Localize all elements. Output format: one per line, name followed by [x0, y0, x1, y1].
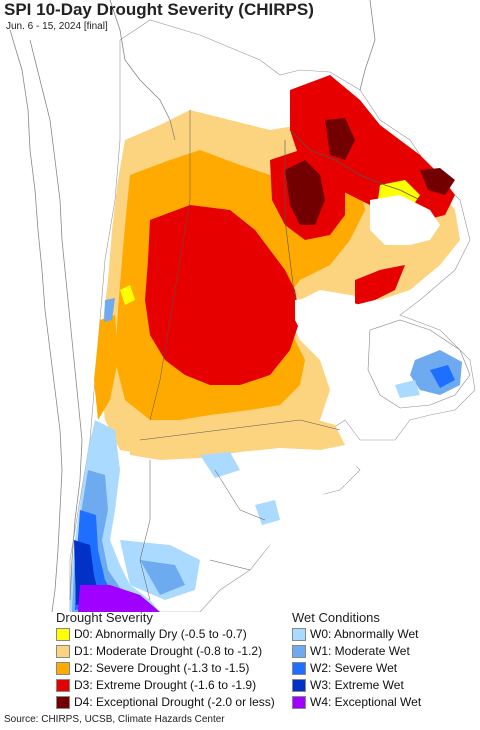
legend-item-w2: W2: Severe Wet [292, 660, 397, 676]
legend-swatch-d2 [56, 661, 70, 675]
legend-label-d1: D1: Moderate Drought (-0.8 to -1.2) [74, 644, 263, 658]
legend-label-w4: W4: Exceptional Wet [310, 695, 422, 709]
legend-label-w3: W3: Extreme Wet [310, 678, 404, 692]
legend-swatch-d1 [56, 644, 70, 658]
legend-item-d0: D0: Abnormally Dry (-0.5 to -0.7) [56, 626, 247, 642]
legend-item-d3: D3: Extreme Drought (-1.6 to -1.9) [56, 677, 256, 693]
drought-map [9, 0, 476, 612]
legend-label-w1: W1: Moderate Wet [310, 644, 410, 658]
drought-legend-heading: Drought Severity [56, 610, 153, 625]
legend-item-w3: W3: Extreme Wet [292, 677, 404, 693]
legend-item-w4: W4: Exceptional Wet [292, 694, 421, 710]
legend-item-w1: W1: Moderate Wet [292, 643, 410, 659]
wet-legend-heading: Wet Conditions [292, 610, 380, 625]
legend-swatch-w1 [292, 644, 306, 658]
legend-swatch-d4 [56, 695, 70, 709]
legend-label-d3: D3: Extreme Drought (-1.6 to -1.9) [74, 678, 257, 692]
legend-label-d4: D4: Exceptional Drought (-2.0 or less) [74, 695, 275, 709]
legend-item-d1: D1: Moderate Drought (-0.8 to -1.2) [56, 643, 262, 659]
legend-label-w0: W0: Abnormally Wet [310, 627, 419, 641]
legend-item-w0: W0: Abnormally Wet [292, 626, 418, 642]
legend-swatch-w0 [292, 627, 306, 641]
legend-swatch-w2 [292, 661, 306, 675]
legend-item-d2: D2: Severe Drought (-1.3 to -1.5) [56, 660, 249, 676]
map-subtitle: Jun. 6 - 15, 2024 [final] [6, 21, 108, 32]
legend-swatch-d0 [56, 627, 70, 641]
legend-swatch-w3 [292, 678, 306, 692]
legend-swatch-w4 [292, 695, 306, 709]
legend-label-d2: D2: Severe Drought (-1.3 to -1.5) [74, 661, 250, 675]
legend-label-d0: D0: Abnormally Dry (-0.5 to -0.7) [74, 627, 247, 641]
map-title: SPI 10-Day Drought Severity (CHIRPS) [4, 0, 314, 19]
source-credit: Source: CHIRPS, UCSB, Climate Hazards Ce… [4, 714, 225, 725]
legend-item-d4: D4: Exceptional Drought (-2.0 or less) [56, 694, 275, 710]
legend-label-w2: W2: Severe Wet [310, 661, 398, 675]
legend-swatch-d3 [56, 678, 70, 692]
legend: Drought Severity Wet Conditions D0: Abno… [0, 609, 480, 709]
